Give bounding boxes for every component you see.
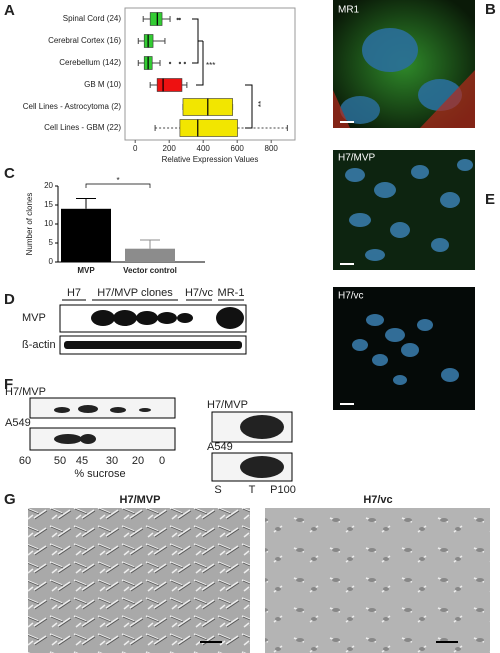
x-tick-label: MVP — [77, 266, 95, 275]
lane-label: MR-1 — [218, 287, 245, 299]
box — [156, 78, 183, 92]
annotation: *** — [206, 61, 215, 70]
blot-f — [29, 397, 293, 482]
lane-label: H7/MVP clones — [97, 287, 173, 299]
x-tick-label: 800 — [265, 144, 279, 153]
x-tick-label: 0 — [133, 144, 138, 153]
category-label: Cerebral Cortex (16) — [48, 36, 121, 45]
category-label: Cell Lines - GBM (22) — [44, 123, 121, 132]
category-label: Cell Lines - Astrocytoma (2) — [23, 102, 122, 111]
plot-frame — [124, 7, 296, 141]
lane-label: H7 — [67, 287, 81, 299]
image-label: H7/MVP — [120, 494, 161, 506]
image-label: H7/vc — [338, 291, 364, 302]
bracket — [245, 84, 253, 129]
y-tick-label: 5 — [49, 238, 54, 247]
panel-label: G — [4, 491, 16, 508]
x-tick-label: 200 — [163, 144, 177, 153]
y-axis-label: Number of clones — [25, 193, 34, 256]
x-tick-label: Vector control — [123, 266, 177, 275]
row-label: A549 — [5, 417, 31, 429]
outlier — [178, 17, 181, 21]
panel-label: F — [4, 376, 13, 393]
micrograph-b — [333, 0, 475, 128]
lane-label: 50 — [54, 455, 66, 467]
x-axis-label: Relative Expression Values — [162, 155, 259, 164]
box — [179, 119, 238, 137]
lane-label: T — [249, 484, 256, 496]
row-label: A549 — [207, 441, 233, 453]
annotation: * — [116, 176, 119, 185]
panel-label: D — [4, 291, 15, 308]
blot-d — [59, 299, 247, 355]
lane-label: 45 — [76, 455, 88, 467]
image-label: MR1 — [338, 5, 360, 16]
x-tick-label: 600 — [231, 144, 245, 153]
axis-label: % sucrose — [74, 468, 125, 480]
lane-label: 0 — [159, 455, 165, 467]
lane-label: 60 — [19, 455, 31, 467]
bracket — [192, 18, 204, 86]
bracket — [85, 183, 151, 188]
lane-label: H7/vc — [185, 287, 214, 299]
lane-label: 30 — [106, 455, 118, 467]
panel-label: A — [4, 2, 15, 19]
micrograph-e2 — [333, 287, 475, 410]
panel-label: C — [4, 165, 15, 182]
y-tick-label: 10 — [44, 219, 53, 228]
row-label: H7/MVP — [5, 386, 46, 398]
panel-label: E — [485, 191, 495, 208]
outlier — [178, 61, 182, 65]
outlier — [168, 61, 172, 65]
outlier — [183, 61, 187, 65]
category-label: GB M (10) — [84, 80, 121, 89]
box — [149, 12, 163, 26]
y-tick-label: 20 — [44, 181, 53, 190]
category-label: Cerebellum (142) — [59, 58, 121, 67]
category-label: Spinal Cord (24) — [63, 14, 122, 23]
micrograph-e1 — [333, 150, 475, 270]
lane-label: S — [214, 484, 221, 496]
bar — [125, 248, 175, 262]
y-tick-label: 15 — [44, 200, 53, 209]
bar — [61, 208, 111, 262]
lane-label: 20 — [132, 455, 144, 467]
panel-label: B — [485, 1, 496, 18]
lane-label: P100 — [270, 484, 296, 496]
y-tick-label: 0 — [49, 257, 54, 266]
annotation: ** — [257, 101, 266, 107]
row-label: H7/MVP — [207, 399, 248, 411]
image-label: H7/vc — [363, 494, 392, 506]
row-label: ß-actin — [22, 339, 56, 351]
outlier — [176, 17, 179, 21]
micrograph-g — [28, 508, 490, 653]
image-label: H7/MVP — [338, 153, 376, 164]
x-tick-label: 400 — [197, 144, 211, 153]
row-label: MVP — [22, 312, 46, 324]
